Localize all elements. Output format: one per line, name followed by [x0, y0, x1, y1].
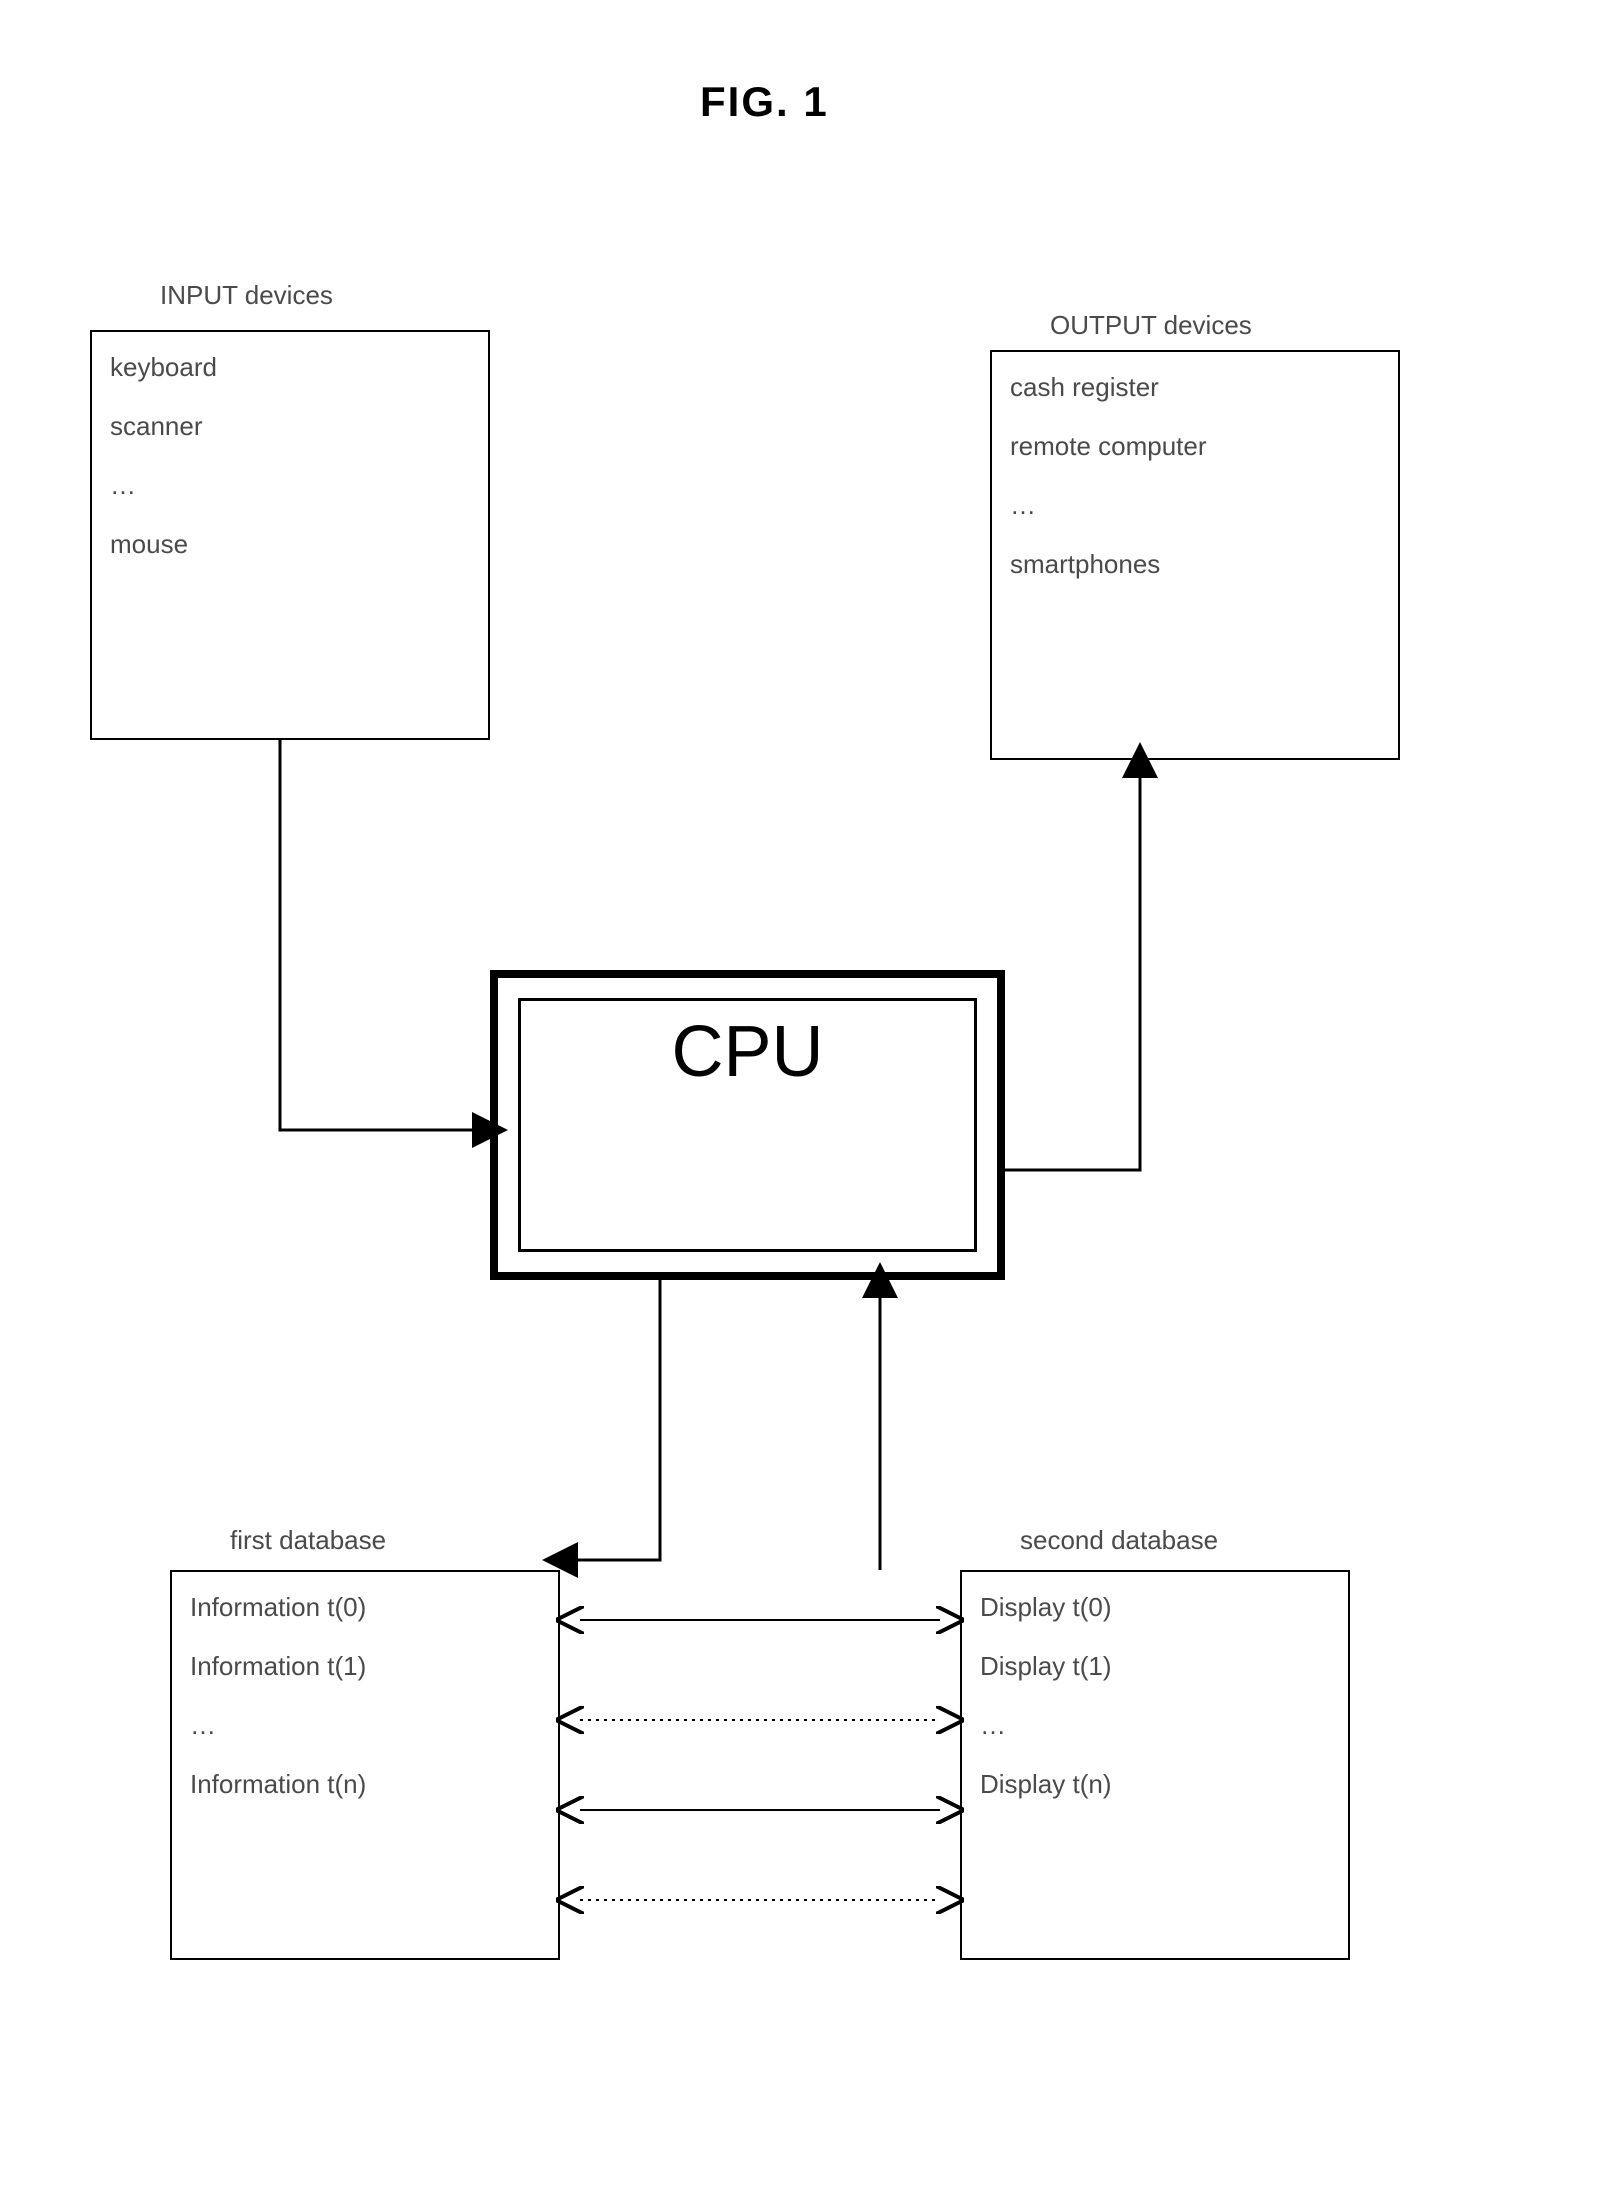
first-database-box: Information t(0) Information t(1) … Informa…	[170, 1570, 560, 1960]
cpu-node: CPU	[490, 970, 1005, 1280]
db1-item: Information t(n)	[190, 1769, 540, 1800]
cpu-label: CPU	[671, 1011, 823, 1093]
input-device-item: mouse	[110, 529, 470, 560]
output-device-item: …	[1010, 490, 1380, 521]
output-device-item: smartphones	[1010, 549, 1380, 580]
second-database-box: Display t(0) Display t(1) … Display t(n)	[960, 1570, 1350, 1960]
diagram-canvas: FIG. 1 INPUT devices OUTPUT devices firs…	[0, 0, 1613, 2202]
cpu-inner-frame: CPU	[518, 998, 977, 1252]
edge-input-to-cpu	[280, 740, 478, 1130]
db1-item: …	[190, 1710, 540, 1741]
edge-cpu-to-db1	[572, 1280, 660, 1560]
db2-item: …	[980, 1710, 1330, 1741]
db2-item: Display t(1)	[980, 1651, 1330, 1682]
second-database-label: second database	[1020, 1525, 1218, 1556]
output-device-item: cash register	[1010, 372, 1380, 403]
db2-item: Display t(n)	[980, 1769, 1330, 1800]
input-device-item: scanner	[110, 411, 470, 442]
output-device-item: remote computer	[1010, 431, 1380, 462]
db1-item: Information t(0)	[190, 1592, 540, 1623]
edge-cpu-to-output	[1005, 772, 1140, 1170]
input-device-item: keyboard	[110, 352, 470, 383]
figure-title: FIG. 1	[700, 78, 829, 126]
db1-item: Information t(1)	[190, 1651, 540, 1682]
input-devices-label: INPUT devices	[160, 280, 333, 311]
first-database-label: first database	[230, 1525, 386, 1556]
output-devices-label: OUTPUT devices	[1050, 310, 1252, 341]
output-devices-box: cash register remote computer … smartphones	[990, 350, 1400, 760]
input-devices-box: keyboard scanner … mouse	[90, 330, 490, 740]
input-device-item: …	[110, 470, 470, 501]
db2-item: Display t(0)	[980, 1592, 1330, 1623]
